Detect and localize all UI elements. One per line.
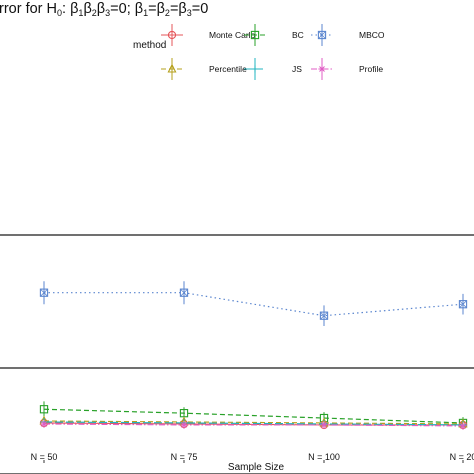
legend-marker: [167, 30, 177, 40]
chart-title: rror for H0: β1β2β3=0; β1=β2=β3=0: [0, 1, 208, 18]
legend-label: BC: [292, 30, 304, 40]
legend-label: MBCO: [359, 30, 385, 40]
series-line: [43, 408, 464, 424]
series-bottom-profile: [40, 420, 467, 430]
data-point: [39, 405, 49, 414]
x-tick-label: N = 50: [31, 452, 58, 462]
x-tick-label: N = 20: [450, 452, 474, 462]
x-tick-label: N = 75: [171, 452, 198, 462]
series-line: [43, 423, 464, 427]
legend-key-percentile: [161, 58, 183, 80]
legend-label: Profile: [359, 64, 383, 74]
legend-marker: [317, 30, 327, 40]
legend-marker: [167, 63, 177, 73]
series-line: [43, 420, 464, 425]
x-axis: N = 50 N = 75 N = 100 N = 20: [31, 452, 474, 463]
legend-label: Monte Carlo: [209, 30, 256, 40]
legend-key-js: [244, 58, 266, 80]
series-line: [43, 421, 464, 426]
legend-key-bc: [244, 24, 266, 46]
legend-key-profile: [311, 58, 333, 80]
data-point: [39, 288, 49, 297]
data-point: [459, 422, 467, 430]
data-point: [180, 421, 188, 429]
data-point: [320, 421, 328, 429]
data-point: [40, 420, 48, 428]
legend-title: method: [133, 40, 166, 51]
legend-label: JS: [292, 64, 302, 74]
x-axis-title: Sample Size: [228, 462, 285, 473]
legend-label: Percentile: [209, 64, 247, 74]
legend-marker: [318, 65, 326, 73]
legend-key-mbco: [311, 24, 333, 46]
data-point: [319, 311, 329, 320]
legend-key-monte-carlo: [161, 24, 183, 46]
series-middle-mbco: [39, 281, 468, 327]
legend-marker: [251, 65, 259, 73]
series-line: [44, 292, 464, 317]
plot-area: [39, 281, 468, 430]
legend: method Monte Carlo BC MBCO Percentile JS Prof…: [133, 24, 385, 80]
legend-marker: [250, 30, 260, 40]
data-point: [458, 300, 468, 309]
data-point: [179, 288, 189, 297]
x-tick-label: N = 100: [308, 452, 340, 462]
